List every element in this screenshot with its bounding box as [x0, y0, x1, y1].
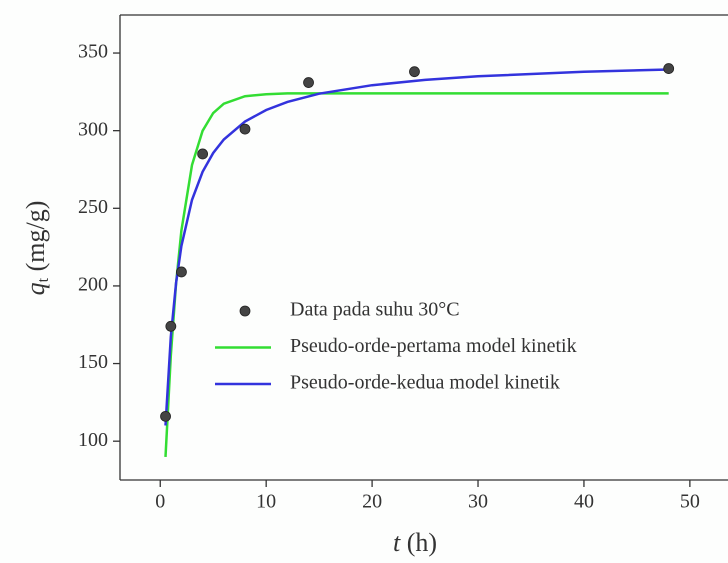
data-point — [197, 148, 209, 160]
data-point — [409, 66, 420, 78]
data-point — [303, 77, 314, 88]
data-point — [160, 410, 171, 422]
data-point — [176, 266, 187, 278]
x-tick-label: 50 — [680, 491, 700, 513]
y-tick-label: 250 — [78, 196, 108, 218]
legend-label: Pseudo-orde-kedua model kinetik — [290, 372, 560, 394]
legend-label: Data pada suhu 30°C — [290, 299, 460, 321]
fit-line — [164, 68, 669, 426]
x-axis-label: t (h) — [393, 528, 437, 557]
fit-line — [164, 92, 669, 457]
data-point — [663, 63, 675, 74]
y-unit: (mg/g) — [21, 201, 50, 272]
y-tick-label: 350 — [78, 41, 108, 63]
x-tick-label: 30 — [468, 491, 488, 513]
axes — [119, 14, 728, 481]
data-point — [165, 320, 177, 332]
x-tick-label: 0 — [155, 491, 165, 513]
y-axis-label: qt (mg/g) — [21, 201, 52, 296]
y-tick-label: 200 — [78, 274, 108, 296]
y-symbol: q — [21, 282, 50, 295]
legend-label: Pseudo-orde-pertama model kinetik — [290, 335, 577, 357]
x-tick-label: 20 — [362, 491, 382, 513]
x-unit: (h) — [407, 528, 437, 557]
y-tick-label: 150 — [78, 351, 108, 373]
y-tick-label: 300 — [78, 118, 108, 140]
x-symbol: t — [393, 528, 401, 557]
y-tick-label: 100 — [78, 429, 108, 451]
y-subscript: t — [35, 277, 52, 282]
x-tick-label: 40 — [574, 491, 594, 513]
x-tick-label: 10 — [256, 491, 276, 513]
legend-marker — [239, 305, 251, 317]
data-point — [239, 123, 251, 135]
